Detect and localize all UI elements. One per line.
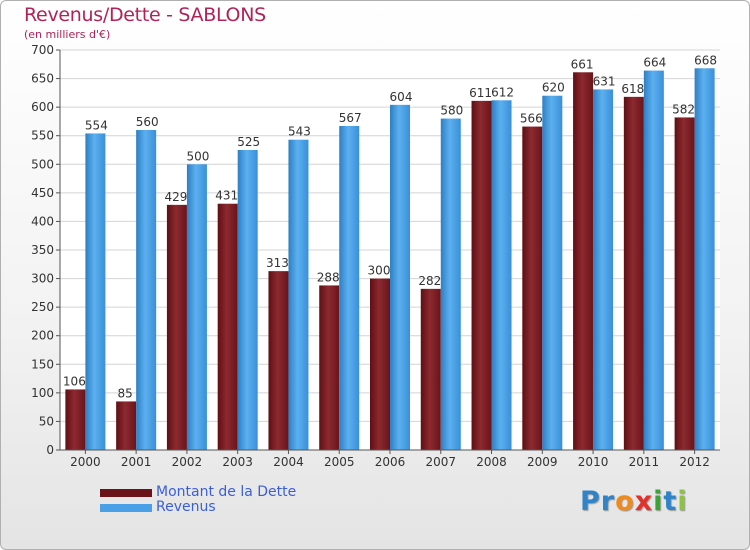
data-label-revenue: 560 [136,115,159,129]
x-tick-label: 2001 [121,455,152,469]
bar-revenue [593,89,614,450]
y-tick-label: 550 [31,129,54,143]
y-tick-label: 450 [31,186,54,200]
x-tick-label: 2000 [70,455,101,469]
bar-debt [420,288,441,450]
bar-debt [522,126,543,451]
bar-debt [268,271,289,450]
data-label-revenue: 604 [390,90,413,104]
y-tick-label: 150 [31,357,54,371]
x-tick-label: 2012 [679,455,710,469]
data-label-debt: 661 [571,57,594,71]
data-label-revenue: 668 [694,53,717,67]
data-label-debt: 566 [520,112,543,126]
x-tick-label: 2009 [527,455,558,469]
y-tick-label: 700 [31,43,54,57]
logo-letter: o [615,486,635,517]
legend-label-debt: Montant de la Dette [156,484,297,500]
y-tick-label: 300 [31,272,54,286]
bar-debt [623,96,644,450]
data-label-revenue: 543 [288,125,311,139]
bar-debt [116,401,137,450]
axes: 0 50 100 150 200 250 300 350 400 450 500 550 600 650 7… [31,43,720,469]
data-label-revenue: 500 [186,149,209,163]
bar-revenue [390,104,410,450]
legend-swatch-debt [100,489,152,497]
bar-revenue [440,118,461,451]
bar-debt [319,285,340,450]
data-label-debt: 300 [368,264,391,278]
data-label-revenue: 664 [643,56,666,70]
bar-revenue [694,68,715,451]
logo-letter: P [580,486,601,517]
bar-revenue [85,133,106,450]
data-labels: 106 554 85 560 429 500 431 525 313 543 288 567 300 60… [63,53,717,400]
bar-debt [65,389,86,450]
bar-debt [471,100,492,450]
data-label-debt: 85 [118,386,133,400]
x-tick-label: 2002 [172,455,203,469]
y-tick-label: 650 [31,72,54,86]
logo-letter: r [600,486,616,517]
bar-revenue [542,95,563,450]
bar-revenue [186,164,207,451]
y-tick-label: 400 [31,214,54,228]
chart-title: Revenus/Dette - SABLONS [24,4,266,26]
x-tick-label: 2005 [324,455,355,469]
chart-subtitle: (en milliers d'€) [24,28,111,41]
bar-revenue [643,70,664,451]
x-tick-label: 2007 [425,455,456,469]
data-label-revenue: 554 [85,118,108,132]
data-label-revenue: 567 [339,111,362,125]
data-label-debt: 582 [672,102,695,116]
legend-label-revenue: Revenus [156,499,216,515]
x-tick-label: 2010 [578,455,609,469]
data-label-revenue: 620 [542,81,565,95]
data-label-revenue: 612 [491,85,514,99]
x-tick-label: 2011 [629,455,660,469]
data-label-revenue: 525 [237,135,260,149]
bar-debt [217,203,238,450]
bar-revenue [237,150,258,450]
bar-revenue [339,126,360,450]
data-label-debt: 618 [621,82,644,96]
y-tick-label: 100 [31,386,54,400]
bar-debt [674,117,695,450]
data-label-debt: 429 [164,190,187,204]
y-tick-label: 500 [31,157,54,171]
data-label-revenue: 580 [440,104,463,118]
logo-letter: i [653,486,664,517]
y-tick-label: 200 [31,329,54,343]
x-tick-label: 2004 [273,455,304,469]
data-label-debt: 313 [266,256,289,270]
legend-swatch-revenue [100,504,152,512]
logo-letter: t [663,486,678,517]
data-label-debt: 288 [317,270,340,284]
data-label-debt: 282 [418,274,441,288]
x-tick-label: 2008 [476,455,507,469]
bar-revenue [288,139,309,450]
y-tick-label: 0 [46,443,54,457]
bar-debt [166,204,187,450]
x-tick-label: 2003 [222,455,253,469]
data-label-debt: 431 [215,189,238,203]
y-tick-label: 50 [39,414,54,428]
data-label-debt: 611 [469,86,492,100]
x-tick-label: 2006 [375,455,406,469]
bar-debt [370,278,390,450]
y-tick-label: 250 [31,300,54,314]
data-label-revenue: 631 [593,74,616,88]
y-tick-label: 600 [31,100,54,114]
logo-letter: i [677,486,688,517]
y-tick-label: 350 [31,243,54,257]
bar-revenue [491,100,512,451]
bar-debt [573,72,594,451]
proxiti-logo: Proxiti [580,486,688,517]
bars [65,68,715,451]
data-label-debt: 106 [63,374,86,388]
bar-revenue [136,130,157,450]
logo-letter: x [634,486,654,517]
